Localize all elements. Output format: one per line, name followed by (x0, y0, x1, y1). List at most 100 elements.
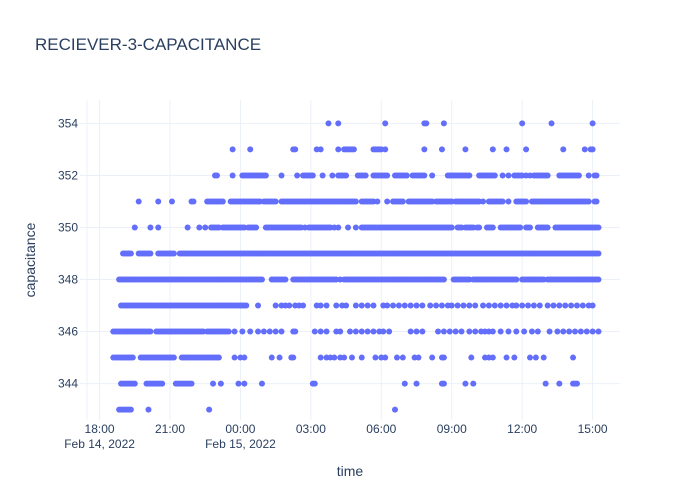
data-point[interactable] (317, 146, 324, 153)
data-point[interactable] (589, 328, 596, 335)
data-point[interactable] (503, 302, 510, 309)
data-point[interactable] (268, 354, 275, 361)
data-point[interactable] (593, 172, 600, 179)
data-point[interactable] (513, 276, 520, 283)
data-point[interactable] (413, 328, 420, 335)
data-point[interactable] (129, 354, 136, 361)
data-point[interactable] (247, 146, 254, 153)
data-point[interactable] (372, 354, 379, 361)
data-point[interactable] (323, 328, 330, 335)
data-point[interactable] (519, 302, 526, 309)
data-point[interactable] (382, 120, 389, 127)
data-point[interactable] (239, 328, 246, 335)
data-point[interactable] (542, 380, 549, 387)
data-point[interactable] (311, 380, 318, 387)
data-point[interactable] (519, 120, 526, 127)
data-point[interactable] (505, 328, 512, 335)
data-point[interactable] (243, 302, 250, 309)
data-point[interactable] (255, 328, 262, 335)
data-point[interactable] (384, 302, 391, 309)
data-point[interactable] (491, 172, 498, 179)
data-point[interactable] (499, 172, 506, 179)
data-point[interactable] (438, 302, 445, 309)
data-point[interactable] (337, 328, 344, 335)
data-point[interactable] (421, 146, 428, 153)
data-point[interactable] (337, 276, 344, 283)
data-point[interactable] (523, 146, 530, 153)
data-point[interactable] (127, 406, 134, 413)
data-point[interactable] (210, 380, 217, 387)
data-point[interactable] (159, 380, 166, 387)
data-point[interactable] (258, 380, 265, 387)
data-point[interactable] (131, 380, 138, 387)
data-point[interactable] (231, 328, 238, 335)
data-point[interactable] (188, 380, 195, 387)
data-point[interactable] (380, 328, 387, 335)
data-point[interactable] (427, 302, 434, 309)
data-point[interactable] (225, 328, 232, 335)
data-point[interactable] (202, 224, 209, 231)
data-point[interactable] (390, 302, 397, 309)
data-point[interactable] (573, 380, 580, 387)
data-point[interactable] (462, 146, 469, 153)
data-point[interactable] (155, 224, 162, 231)
data-point[interactable] (468, 354, 475, 361)
data-point[interactable] (352, 198, 359, 205)
data-point[interactable] (343, 172, 350, 179)
data-point[interactable] (470, 276, 477, 283)
data-point[interactable] (278, 328, 285, 335)
data-point[interactable] (440, 380, 447, 387)
data-point[interactable] (241, 380, 248, 387)
data-point[interactable] (147, 250, 154, 257)
data-point[interactable] (323, 302, 330, 309)
data-point[interactable] (503, 354, 510, 361)
data-point[interactable] (448, 198, 455, 205)
data-point[interactable] (190, 198, 197, 205)
data-point[interactable] (527, 224, 533, 231)
data-point[interactable] (206, 406, 213, 413)
data-point[interactable] (347, 328, 353, 335)
data-point[interactable] (466, 172, 473, 179)
data-point[interactable] (370, 302, 377, 309)
data-point[interactable] (466, 328, 473, 335)
data-point[interactable] (423, 120, 430, 127)
data-point[interactable] (170, 250, 177, 257)
data-point[interactable] (429, 354, 436, 361)
data-point[interactable] (300, 302, 307, 309)
data-point[interactable] (325, 120, 332, 127)
data-point[interactable] (499, 198, 506, 205)
data-point[interactable] (452, 328, 459, 335)
data-point[interactable] (527, 172, 533, 179)
data-point[interactable] (333, 302, 340, 309)
data-point[interactable] (480, 302, 487, 309)
data-point[interactable] (440, 354, 447, 361)
data-point[interactable] (350, 146, 357, 153)
data-point[interactable] (127, 250, 134, 257)
data-point[interactable] (319, 172, 326, 179)
data-point[interactable] (384, 172, 391, 179)
data-point[interactable] (362, 172, 369, 179)
data-point[interactable] (562, 302, 569, 309)
data-point[interactable] (255, 302, 262, 309)
data-point[interactable] (528, 328, 535, 335)
data-point[interactable] (282, 276, 289, 283)
data-point[interactable] (364, 328, 371, 335)
data-point[interactable] (480, 198, 487, 205)
data-point[interactable] (489, 328, 496, 335)
data-point[interactable] (345, 224, 352, 231)
data-point[interactable] (476, 172, 483, 179)
data-point[interactable] (329, 172, 336, 179)
data-point[interactable] (440, 120, 447, 127)
data-point[interactable] (589, 120, 596, 127)
data-point[interactable] (570, 354, 577, 361)
data-point[interactable] (335, 120, 342, 127)
data-point[interactable] (392, 406, 398, 413)
data-point[interactable] (266, 328, 273, 335)
data-point[interactable] (485, 302, 492, 309)
data-point[interactable] (290, 354, 297, 361)
data-point[interactable] (572, 328, 578, 335)
data-point[interactable] (546, 328, 553, 335)
data-point[interactable] (489, 146, 496, 153)
data-point[interactable] (413, 380, 420, 387)
data-point[interactable] (302, 224, 308, 231)
